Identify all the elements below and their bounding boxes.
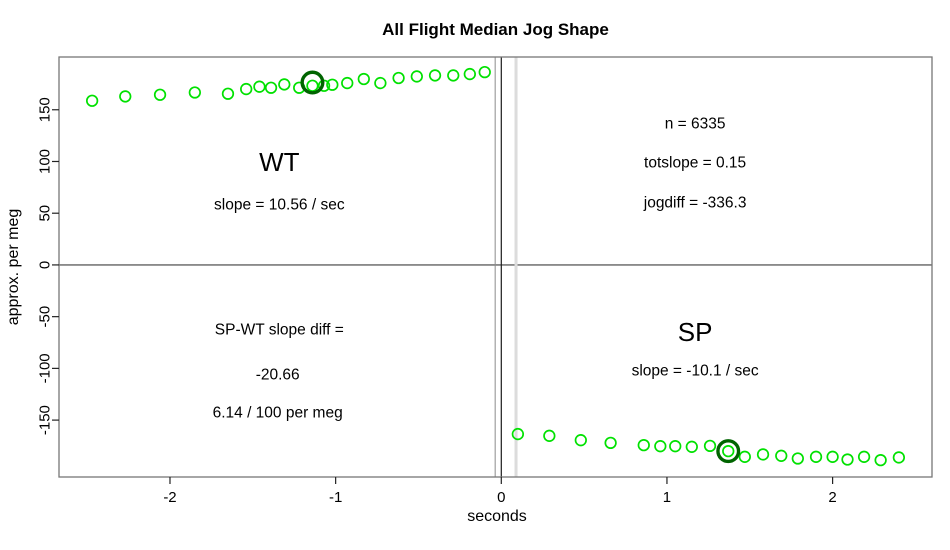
annotation-totslope: totslope = 0.15 (644, 155, 746, 172)
data-point-sp (874, 453, 887, 467)
y-tick-label: -100 (37, 353, 54, 383)
data-point-sp (756, 448, 770, 461)
data-point-wt (463, 67, 476, 81)
highlight-ring-sp (716, 439, 741, 464)
data-point-sp (511, 427, 525, 441)
plot-box (58, 56, 933, 478)
data-point-wt (357, 72, 370, 86)
data-point-wt (119, 90, 132, 103)
data-point-wt (278, 78, 291, 91)
x-tick-label: -2 (163, 489, 176, 506)
data-point-wt (264, 81, 278, 94)
data-point-wt (447, 69, 460, 82)
data-point-wt (253, 80, 266, 93)
data-point-sp (892, 451, 906, 464)
data-point-wt (240, 82, 253, 96)
highlight-ring-wt (300, 70, 325, 95)
y-tick-label: 0 (37, 261, 54, 269)
data-point-sp (722, 444, 735, 458)
annotation-spwt-diff-units: 6.14 / 100 per meg (213, 404, 343, 421)
annotation-wt-slope: slope = 10.56 / sec (214, 197, 345, 214)
data-point-sp (574, 434, 587, 447)
x-axis-label: seconds (467, 508, 527, 525)
data-point-wt (326, 78, 339, 91)
annotation-n-count: n = 6335 (665, 116, 726, 133)
data-point-sp (543, 429, 556, 442)
x-tick-label: -1 (329, 489, 342, 506)
x-tick-label: 0 (497, 489, 505, 506)
data-point-sp (775, 449, 788, 462)
data-point-sp (685, 440, 698, 453)
data-point-wt (341, 76, 354, 90)
data-point-wt (478, 65, 491, 79)
y-tick-label: -50 (37, 306, 54, 328)
annotation-spwt-diff-value: -20.66 (256, 367, 300, 384)
y-tick-label: 50 (37, 205, 54, 222)
x-tick-label: 1 (663, 489, 671, 506)
data-point-sp (637, 438, 650, 452)
y-tick-label: -150 (37, 405, 54, 435)
data-point-sp (809, 450, 823, 463)
y-axis-label: approx. per meg (5, 208, 22, 326)
data-point-sp (669, 440, 682, 453)
data-point-wt (306, 79, 319, 92)
data-point-wt (221, 87, 235, 100)
annotation-wt-label: WT (259, 147, 300, 177)
x-tick-label: 2 (828, 489, 836, 506)
data-point-wt (392, 71, 405, 85)
data-point-sp (604, 436, 617, 450)
data-point-wt (188, 86, 201, 99)
data-point-sp (791, 452, 804, 465)
data-point-sp (841, 453, 854, 466)
data-point-wt (85, 94, 99, 107)
y-tick-label: 100 (37, 149, 54, 174)
data-point-wt (153, 88, 167, 101)
annotation-jogdiff: jogdiff = -336.3 (643, 195, 747, 212)
y-tick-label: 150 (37, 97, 54, 122)
annotation-sp-slope: slope = -10.1 / sec (632, 363, 759, 380)
data-point-wt (428, 69, 442, 82)
data-point-sp (857, 450, 871, 463)
data-point-sp (826, 450, 839, 463)
data-point-wt (410, 70, 423, 83)
data-point-sp (703, 439, 717, 453)
chart-title: All Flight Median Jog Shape (382, 20, 609, 39)
data-point-sp (738, 450, 751, 463)
annotation-sp-label: SP (678, 317, 713, 347)
data-point-sp (654, 440, 667, 453)
data-point-wt (374, 76, 387, 90)
annotation-spwt-diff-title: SP-WT slope diff = (215, 322, 344, 339)
